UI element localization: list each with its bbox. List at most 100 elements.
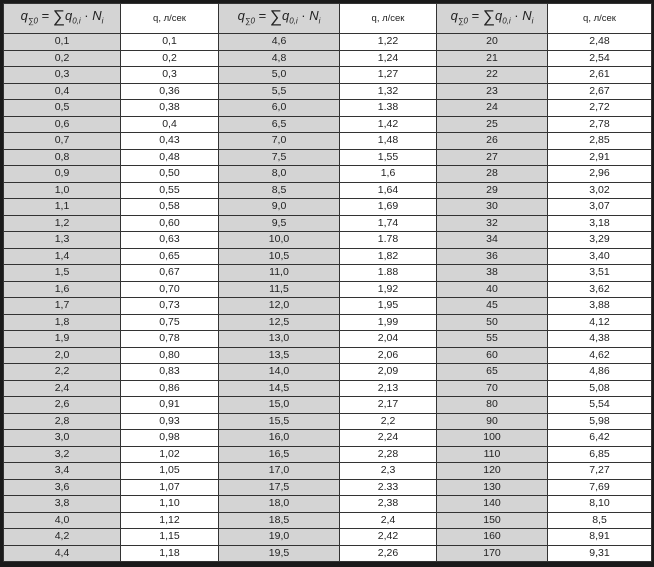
cell-flow-rate: 0,83 [120, 363, 219, 381]
cell-total-flow: 20 [436, 33, 548, 51]
formula-q0: q [281, 8, 290, 24]
cell-flow-rate: 1,69 [339, 198, 437, 216]
table-row: 0,3 0,3 5,0 1,27 22 2,61 [3, 66, 652, 84]
cell-total-flow: 13,5 [218, 346, 340, 364]
cell-flow-rate: 1,18 [120, 544, 219, 562]
table-row: 3,8 1,10 18,0 2,38 140 8,10 [3, 495, 652, 513]
cell-flow-rate: 6,85 [547, 445, 652, 463]
table-row: 0,8 0,48 7,5 1,55 27 2,91 [3, 148, 652, 166]
cell-total-flow: 50 [436, 313, 548, 331]
cell-flow-rate: 2,13 [339, 379, 437, 397]
cell-total-flow: 80 [436, 396, 548, 414]
cell-flow-rate: 0,55 [120, 181, 219, 199]
formula-q0: q [494, 8, 503, 24]
cell-flow-rate: 2,54 [547, 49, 652, 67]
cell-flow-rate: 0,98 [120, 429, 219, 447]
cell-flow-rate: 2,17 [339, 396, 437, 414]
header-formula: q∑0 = ∑q0,i · Ni [436, 3, 548, 34]
cell-total-flow: 45 [436, 297, 548, 315]
cell-total-flow: 1,9 [3, 330, 121, 348]
cell-flow-rate: 8,10 [547, 495, 652, 513]
cell-total-flow: 9,0 [218, 198, 340, 216]
table-row: 1,3 0,63 10,0 1.78 34 3,29 [3, 231, 652, 249]
cell-total-flow: 55 [436, 330, 548, 348]
cell-flow-rate: 0,78 [120, 330, 219, 348]
cell-flow-rate: 3,18 [547, 214, 652, 232]
cell-total-flow: 2,0 [3, 346, 121, 364]
cell-total-flow: 18,5 [218, 511, 340, 529]
cell-flow-rate: 3,29 [547, 231, 652, 249]
cell-total-flow: 10,5 [218, 247, 340, 265]
formula-q-sub: ∑0 [27, 16, 38, 26]
formula-dot: · [80, 8, 93, 24]
cell-total-flow: 29 [436, 181, 548, 199]
cell-flow-rate: 2.33 [339, 478, 437, 496]
cell-total-flow: 22 [436, 66, 548, 84]
cell-total-flow: 12,0 [218, 297, 340, 315]
cell-flow-rate: 2,28 [339, 445, 437, 463]
cell-flow-rate: 4,62 [547, 346, 652, 364]
cell-flow-rate: 1,95 [339, 297, 437, 315]
cell-total-flow: 1,4 [3, 247, 121, 265]
cell-total-flow: 160 [436, 528, 548, 546]
formula-q0-sub: 0,i [289, 16, 298, 26]
formula-eq: = [468, 8, 483, 24]
cell-total-flow: 4,8 [218, 49, 340, 67]
table-row: 0,6 0,4 6,5 1,42 25 2,78 [3, 115, 652, 133]
cell-total-flow: 26 [436, 132, 548, 150]
cell-flow-rate: 5,08 [547, 379, 652, 397]
table-row: 0,5 0,38 6,0 1.38 24 2,72 [3, 99, 652, 117]
header-flow-rate: q, л/сек [120, 3, 219, 34]
cell-total-flow: 2,8 [3, 412, 121, 430]
cell-total-flow: 38 [436, 264, 548, 282]
cell-flow-rate: 2,67 [547, 82, 652, 100]
header-formula: q∑0 = ∑q0,i · Ni [3, 3, 121, 34]
formula-dot: · [297, 8, 310, 24]
header-flow-rate: q, л/сек [547, 3, 652, 34]
cell-total-flow: 40 [436, 280, 548, 298]
cell-flow-rate: 0,65 [120, 247, 219, 265]
cell-total-flow: 11,5 [218, 280, 340, 298]
formula-n: N [309, 8, 319, 24]
cell-flow-rate: 4,12 [547, 313, 652, 331]
cell-flow-rate: 0,86 [120, 379, 219, 397]
cell-flow-rate: 0,38 [120, 99, 219, 117]
table-row: 1,5 0,67 11,0 1.88 38 3,51 [3, 264, 652, 282]
cell-flow-rate: 0,4 [120, 115, 219, 133]
cell-flow-rate: 0,91 [120, 396, 219, 414]
cell-total-flow: 1,7 [3, 297, 121, 315]
formula-q-sub: ∑0 [244, 16, 255, 26]
cell-flow-rate: 1,02 [120, 445, 219, 463]
cell-total-flow: 0,5 [3, 99, 121, 117]
cell-flow-rate: 1,22 [339, 33, 437, 51]
cell-total-flow: 0,6 [3, 115, 121, 133]
cell-total-flow: 4,6 [218, 33, 340, 51]
cell-flow-rate: 0,2 [120, 49, 219, 67]
cell-flow-rate: 2,26 [339, 544, 437, 562]
cell-flow-rate: 2,61 [547, 66, 652, 84]
table-row: 1,9 0,78 13,0 2,04 55 4,38 [3, 330, 652, 348]
sum-symbol: ∑ [52, 7, 65, 27]
table-row: 0,1 0,1 4,6 1,22 20 2,48 [3, 33, 652, 51]
cell-flow-rate: 0,43 [120, 132, 219, 150]
cell-total-flow: 18,0 [218, 495, 340, 513]
cell-flow-rate: 2,42 [339, 528, 437, 546]
table-row: 4,4 1,18 19,5 2,26 170 9,31 [3, 544, 652, 562]
cell-total-flow: 1,8 [3, 313, 121, 331]
table-row: 0,9 0,50 8,0 1,6 28 2,96 [3, 165, 652, 183]
cell-total-flow: 3,6 [3, 478, 121, 496]
formula-eq: = [255, 8, 270, 24]
cell-total-flow: 4,2 [3, 528, 121, 546]
cell-flow-rate: 2,09 [339, 363, 437, 381]
formula-q: q [450, 8, 458, 24]
cell-flow-rate: 2,06 [339, 346, 437, 364]
cell-total-flow: 3,4 [3, 462, 121, 480]
table-row: 3,4 1,05 17,0 2,3 120 7,27 [3, 462, 652, 480]
cell-total-flow: 8,0 [218, 165, 340, 183]
cell-total-flow: 30 [436, 198, 548, 216]
cell-total-flow: 6,5 [218, 115, 340, 133]
cell-total-flow: 110 [436, 445, 548, 463]
cell-flow-rate: 8,5 [547, 511, 652, 529]
cell-total-flow: 65 [436, 363, 548, 381]
cell-total-flow: 70 [436, 379, 548, 397]
